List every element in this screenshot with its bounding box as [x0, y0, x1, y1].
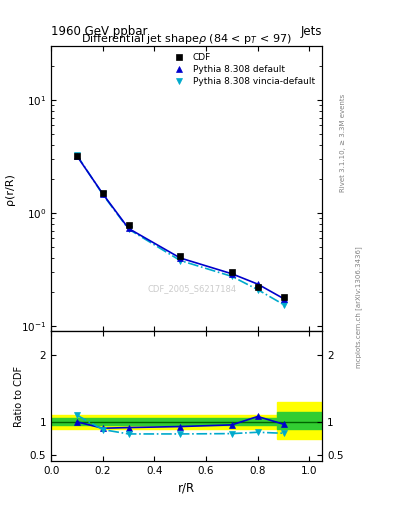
- Pythia 8.308 vincia-default: [255, 287, 260, 293]
- Text: Rivet 3.1.10, ≥ 3.3M events: Rivet 3.1.10, ≥ 3.3M events: [340, 94, 346, 193]
- Y-axis label: Ratio to CDF: Ratio to CDF: [14, 366, 24, 426]
- Text: mcplots.cern.ch [arXiv:1306.3436]: mcplots.cern.ch [arXiv:1306.3436]: [356, 246, 362, 368]
- Pythia 8.308 vincia-default: [281, 302, 286, 308]
- Pythia 8.308 default: [178, 255, 183, 261]
- Bar: [51, 415, 277, 429]
- Pythia 8.308 default: [230, 271, 234, 277]
- Text: Jets: Jets: [301, 26, 322, 38]
- CDF: [75, 153, 79, 159]
- Bar: [277, 412, 322, 429]
- Title: Differential jet shape$\rho$ (84 < p$_T$ < 97): Differential jet shape$\rho$ (84 < p$_T$…: [81, 32, 292, 46]
- Pythia 8.308 vincia-default: [75, 152, 79, 158]
- Line: Pythia 8.308 default: Pythia 8.308 default: [74, 153, 286, 302]
- Bar: [51, 418, 277, 425]
- CDF: [281, 294, 286, 300]
- Pythia 8.308 default: [126, 225, 131, 231]
- X-axis label: r/R: r/R: [178, 481, 195, 494]
- CDF: [126, 222, 131, 228]
- Pythia 8.308 default: [255, 281, 260, 287]
- Pythia 8.308 vincia-default: [126, 226, 131, 232]
- Line: CDF: CDF: [74, 153, 286, 301]
- Pythia 8.308 vincia-default: [178, 258, 183, 264]
- CDF: [255, 284, 260, 290]
- Bar: [277, 402, 322, 439]
- Pythia 8.308 default: [75, 153, 79, 159]
- Pythia 8.308 default: [281, 295, 286, 302]
- Legend: CDF, Pythia 8.308 default, Pythia 8.308 vincia-default: CDF, Pythia 8.308 default, Pythia 8.308 …: [167, 51, 318, 89]
- CDF: [178, 252, 183, 259]
- Text: CDF_2005_S6217184: CDF_2005_S6217184: [147, 284, 237, 293]
- Pythia 8.308 default: [100, 190, 105, 197]
- CDF: [100, 190, 105, 196]
- Pythia 8.308 vincia-default: [230, 273, 234, 280]
- CDF: [230, 269, 234, 275]
- Line: Pythia 8.308 vincia-default: Pythia 8.308 vincia-default: [74, 152, 286, 308]
- Pythia 8.308 vincia-default: [100, 191, 105, 198]
- Text: 1960 GeV ppbar: 1960 GeV ppbar: [51, 26, 148, 38]
- Y-axis label: ρ(r/R): ρ(r/R): [5, 173, 15, 205]
